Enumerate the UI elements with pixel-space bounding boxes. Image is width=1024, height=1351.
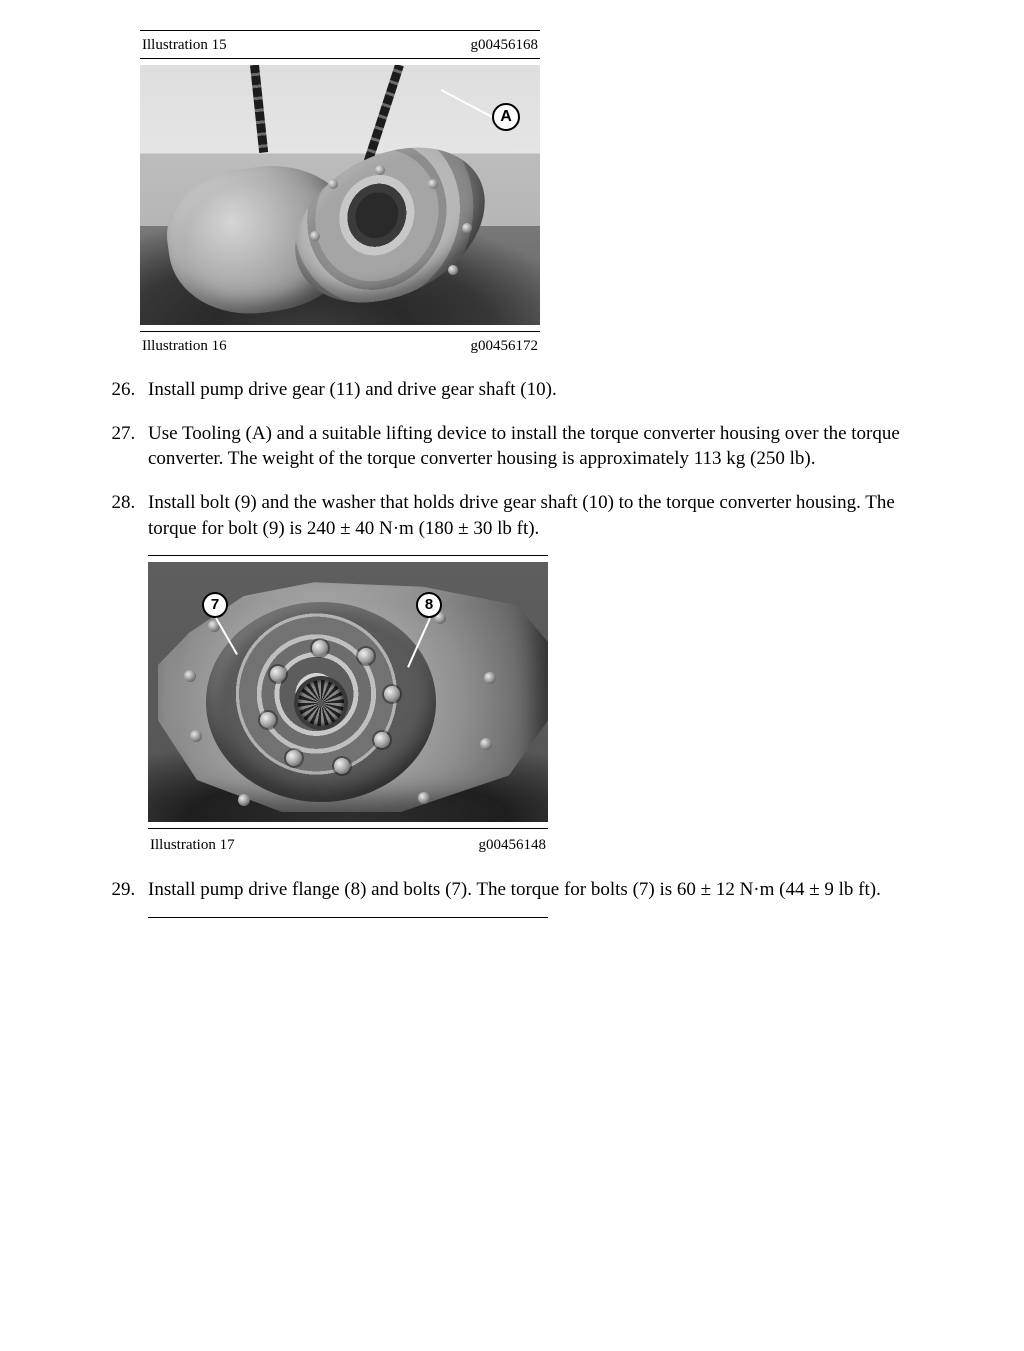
figure-id: g00456148 (479, 835, 547, 855)
procedure-steps: Install pump drive gear (11) and drive g… (100, 377, 944, 918)
step-29: Install pump drive flange (8) and bolts … (140, 877, 944, 918)
step-text: Install pump drive gear (11) and drive g… (148, 379, 557, 400)
figure-17-block: 7 8 Illustration 17 g00456148 (148, 555, 548, 859)
figure-17-image: 7 8 (148, 562, 548, 822)
step-text: Install bolt (9) and the washer that hol… (148, 492, 895, 539)
figure-15-caption: Illustration 15 g00456168 (140, 31, 540, 58)
torque-converter-housing-icon (160, 135, 480, 325)
figure-rule (148, 555, 548, 556)
figure-17-caption: Illustration 17 g00456148 (148, 829, 548, 859)
figure-label: Illustration 15 (142, 37, 227, 54)
figure-16-image: A (140, 65, 540, 325)
figure-label: Illustration 17 (150, 835, 235, 855)
figure-15-block: Illustration 15 g00456168 (140, 30, 540, 359)
step-text: Install pump drive flange (8) and bolts … (148, 879, 881, 900)
figure-label: Illustration 16 (142, 338, 227, 355)
figure-rule (140, 58, 540, 59)
spline-shaft-icon (298, 680, 344, 726)
step-26: Install pump drive gear (11) and drive g… (140, 377, 944, 403)
left-indented-content: Illustration 15 g00456168 (140, 30, 944, 359)
figure-rule (148, 917, 548, 918)
figure-16-caption: Illustration 16 g00456172 (140, 332, 540, 359)
figure-id: g00456168 (471, 37, 539, 54)
document-page: Illustration 15 g00456168 (0, 0, 1024, 966)
step-text: Use Tooling (A) and a suitable lifting d… (148, 423, 900, 470)
callout-bubble: A (492, 103, 520, 131)
step-28: Install bolt (9) and the washer that hol… (140, 490, 944, 860)
figure-18-block-start (148, 917, 548, 918)
figure-id: g00456172 (471, 338, 539, 355)
step-27: Use Tooling (A) and a suitable lifting d… (140, 421, 944, 472)
